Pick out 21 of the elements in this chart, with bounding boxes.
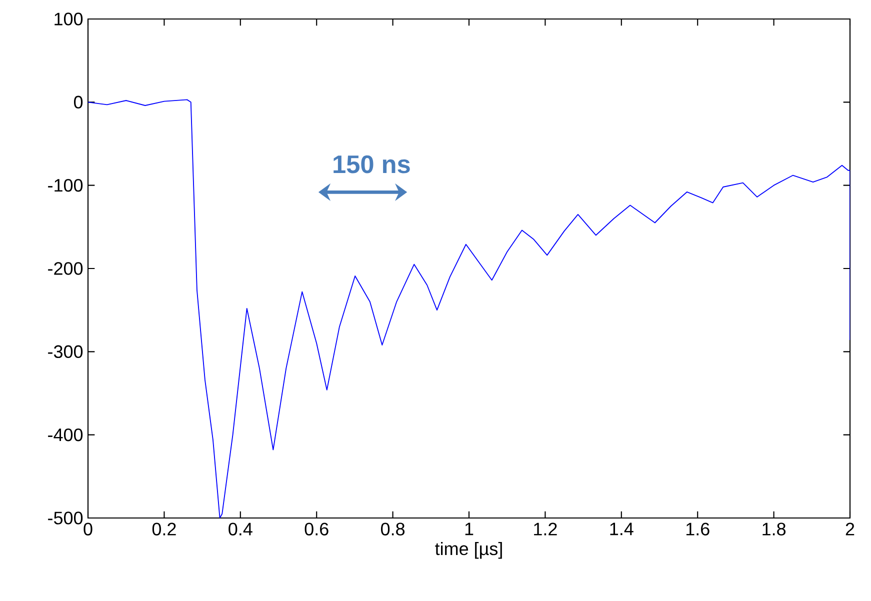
x-tick-label: 1.8 [762,522,786,536]
x-tick-label: 1.6 [686,522,710,536]
y-tick-label: -500 [48,512,83,524]
x-tick-label: 0.6 [304,522,328,536]
line-series [88,99,850,518]
x-tick-label: 0 [84,522,92,536]
x-tick-label: 0.8 [381,522,405,536]
x-tick-label: 0.2 [152,522,176,536]
y-tick-label: -200 [48,262,83,275]
y-tick-label: -400 [48,428,83,442]
y-tick-label: -300 [48,345,83,358]
x-tick-label: 2 [846,522,854,536]
x-tick-label: 0.4 [228,522,252,536]
annotation: 150 ns [334,155,410,174]
x-tick-label: 1 [465,522,474,536]
x-tick-label: 1.4 [610,522,634,536]
x-tick-label: 1.2 [534,522,557,536]
y-tick-label: -100 [48,178,83,192]
y-tick-label: 100 [54,12,83,26]
y-tick-label: 0 [74,96,83,109]
x-axis-title: time [µs] [435,542,502,559]
